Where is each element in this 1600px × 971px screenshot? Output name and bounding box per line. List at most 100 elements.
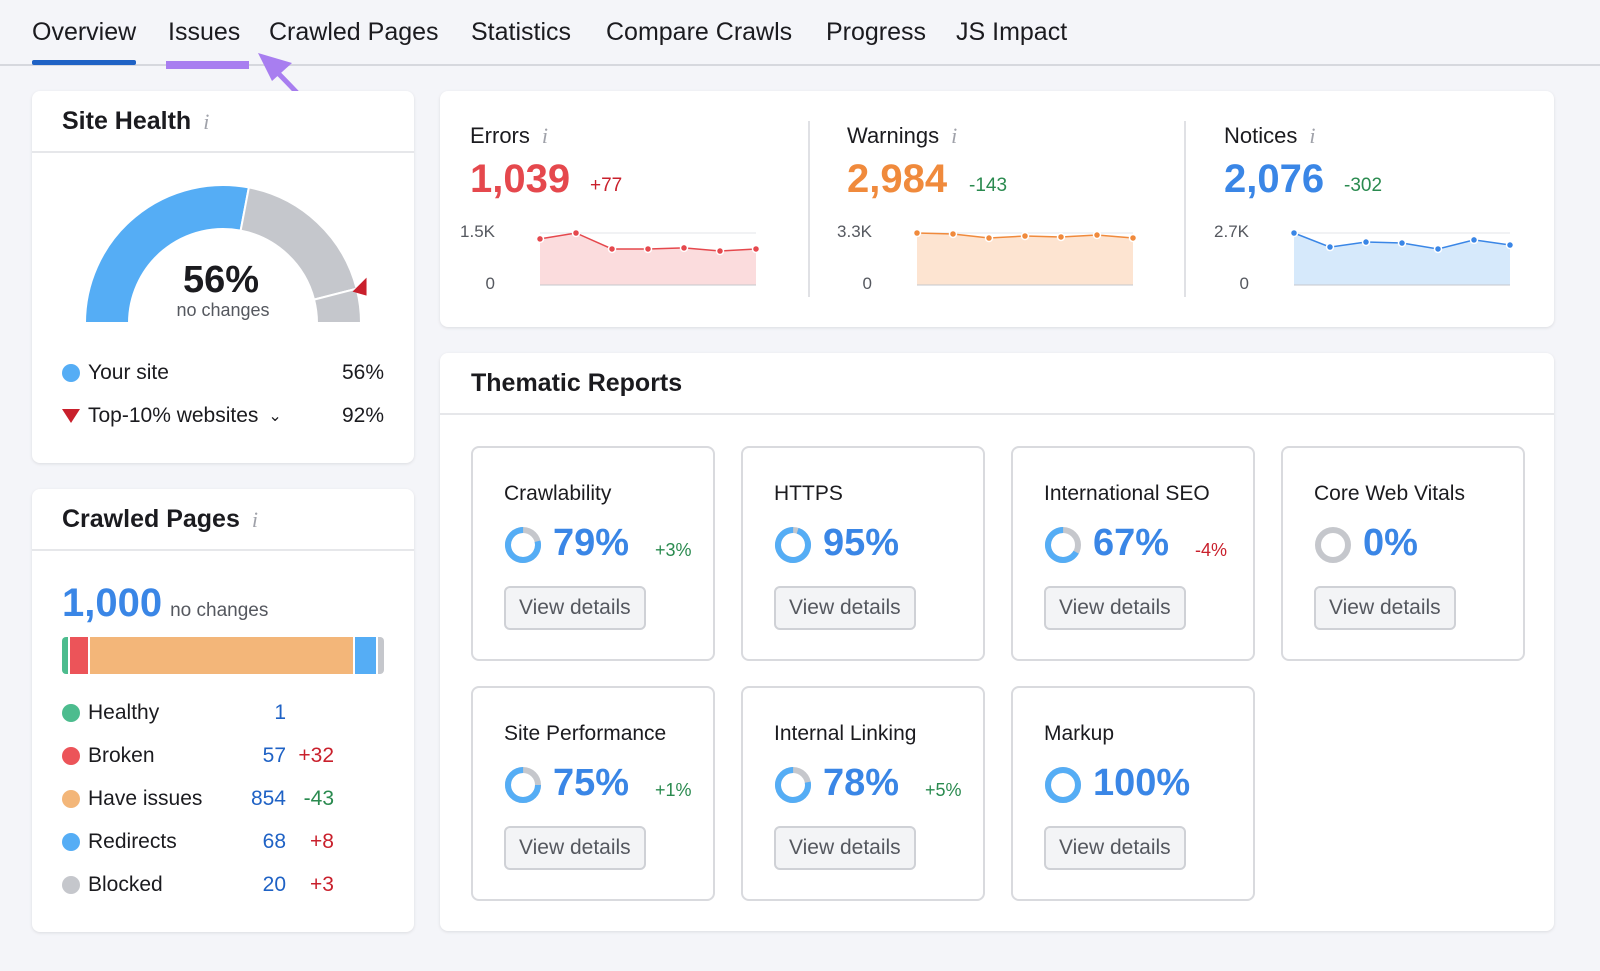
sparkline-point[interactable]: [571, 228, 581, 238]
metric-errors[interactable]: Errors i 1,039 +77 1.5K 0: [440, 91, 810, 327]
view-details-button[interactable]: View details: [774, 586, 916, 630]
report-title: Crawlability: [504, 482, 612, 505]
sparkline-point[interactable]: [715, 246, 725, 256]
donut-progress-icon: [505, 767, 541, 803]
bar-segment-blocked[interactable]: [377, 637, 384, 674]
info-icon[interactable]: i: [541, 123, 549, 148]
report-percent[interactable]: 75%: [553, 762, 630, 804]
issues-summary-card: Errors i 1,039 +77 1.5K 0 Warnings i 2,984 -1…: [440, 91, 1554, 327]
metric-warnings[interactable]: Warnings i 2,984 -143 3.3K 0: [817, 91, 1187, 327]
row-count[interactable]: 854: [250, 787, 286, 810]
sparkline-point[interactable]: [912, 228, 922, 238]
crawled-row[interactable]: Healthy 1: [62, 701, 334, 725]
report-delta: -4%: [1195, 540, 1228, 560]
report-card-site-performance: Site Performance 75% +1% View details: [471, 686, 715, 901]
row-count[interactable]: 57: [262, 744, 286, 767]
row-count[interactable]: 1: [274, 701, 286, 724]
bar-segment-healthy[interactable]: [62, 637, 69, 674]
bar-segment-have-issues[interactable]: [89, 637, 353, 674]
metric-label: Notices: [1224, 123, 1298, 148]
tab-overview[interactable]: Overview: [32, 18, 137, 65]
metric-label: Warnings: [847, 123, 940, 148]
metric-value[interactable]: 2,984: [847, 157, 948, 201]
sparkline-point[interactable]: [1289, 228, 1299, 238]
sparkline-chart: 2.7K 0: [1214, 222, 1515, 291]
bar-segment-broken[interactable]: [70, 637, 88, 674]
metric-delta: -302: [1344, 175, 1383, 196]
report-percent[interactable]: 0%: [1363, 522, 1418, 564]
view-details-button[interactable]: View details: [1314, 586, 1456, 630]
metric-notices[interactable]: Notices i 2,076 -302 2.7K 0: [1194, 91, 1564, 327]
sparkline-point[interactable]: [1397, 238, 1407, 248]
tab-issues[interactable]: Issues: [168, 18, 241, 46]
report-delta: +1%: [655, 780, 692, 800]
tab-js-impact[interactable]: JS Impact: [956, 18, 1068, 46]
row-delta: -43: [303, 787, 334, 810]
info-icon[interactable]: i: [1309, 123, 1316, 148]
crawled-row[interactable]: Have issues 854 -43: [62, 787, 334, 811]
sparkline-point[interactable]: [1361, 237, 1371, 247]
tab-crawled-pages[interactable]: Crawled Pages: [269, 18, 439, 46]
view-details-button[interactable]: View details: [1044, 826, 1186, 870]
row-label: Broken: [88, 744, 155, 767]
metric-value[interactable]: 2,076: [1224, 157, 1325, 201]
metric-value[interactable]: 1,039: [470, 157, 571, 201]
row-count[interactable]: 68: [262, 830, 286, 853]
info-icon[interactable]: i: [203, 109, 210, 134]
crawled-row[interactable]: Broken 57 +32: [62, 744, 334, 768]
sparkline-point[interactable]: [1469, 235, 1479, 245]
metric-delta: -143: [969, 175, 1008, 196]
sparkline-point[interactable]: [535, 234, 545, 244]
report-percent[interactable]: 100%: [1093, 762, 1191, 804]
report-card-crawlability: Crawlability 79% +3% View details: [471, 446, 715, 661]
crawled-pages-title: Crawled Pages: [62, 505, 240, 533]
sparkline-point[interactable]: [1325, 242, 1335, 252]
report-percent[interactable]: 78%: [823, 762, 900, 804]
tab-bar: Overview Issues Crawled Pages Statistics…: [0, 0, 1600, 66]
status-dot-icon: [62, 876, 80, 894]
row-count[interactable]: 20: [262, 873, 286, 896]
legend-top10[interactable]: Top-10% websites ⌄ 92%: [62, 404, 384, 428]
row-delta: +3: [310, 873, 334, 896]
sparkline-point[interactable]: [1128, 233, 1138, 243]
bar-segment-redirects[interactable]: [354, 637, 376, 674]
sparkline-point[interactable]: [1505, 240, 1515, 250]
crawled-row[interactable]: Redirects 68 +8: [62, 830, 334, 854]
sparkline-point[interactable]: [643, 244, 653, 254]
chevron-down-icon[interactable]: ⌄: [268, 408, 282, 425]
view-details-button[interactable]: View details: [1044, 586, 1186, 630]
tab-progress[interactable]: Progress: [826, 18, 927, 46]
sparkline-point[interactable]: [679, 243, 689, 253]
report-percent[interactable]: 79%: [553, 522, 630, 564]
sparkline-point[interactable]: [1433, 244, 1443, 254]
site-health-value: 56%: [182, 259, 260, 301]
sparkline-point[interactable]: [1056, 232, 1066, 242]
sparkline-point[interactable]: [751, 244, 761, 254]
site-health-sub: no changes: [176, 300, 270, 320]
report-percent[interactable]: 67%: [1093, 522, 1170, 564]
sparkline-point[interactable]: [607, 244, 617, 254]
site-health-title: Site Health: [62, 107, 192, 135]
sparkline-point[interactable]: [984, 233, 994, 243]
donut-progress-icon: [775, 527, 811, 563]
info-icon[interactable]: i: [251, 507, 258, 532]
view-details-button[interactable]: View details: [774, 826, 916, 870]
crawled-row[interactable]: Blocked 20 +3: [62, 873, 334, 897]
report-delta: +5%: [925, 780, 962, 800]
sparkline-point[interactable]: [948, 229, 958, 239]
tab-compare-crawls[interactable]: Compare Crawls: [606, 18, 793, 46]
crawled-total[interactable]: 1,000: [62, 581, 163, 625]
sparkline-point[interactable]: [1020, 231, 1030, 241]
sparkline-point[interactable]: [1092, 230, 1102, 240]
site-health-gauge: [83, 184, 367, 324]
y-tick-bottom: 0: [863, 274, 872, 291]
tab-statistics[interactable]: Statistics: [471, 18, 572, 46]
report-percent[interactable]: 95%: [823, 522, 900, 564]
row-label: Healthy: [88, 701, 160, 724]
view-details-button[interactable]: View details: [504, 586, 646, 630]
report-card-https: HTTPS 95% View details: [741, 446, 985, 661]
info-icon[interactable]: i: [951, 123, 958, 148]
status-dot-icon: [62, 833, 80, 851]
view-details-button[interactable]: View details: [504, 826, 646, 870]
legend-your-site: Your site 56%: [62, 361, 384, 385]
